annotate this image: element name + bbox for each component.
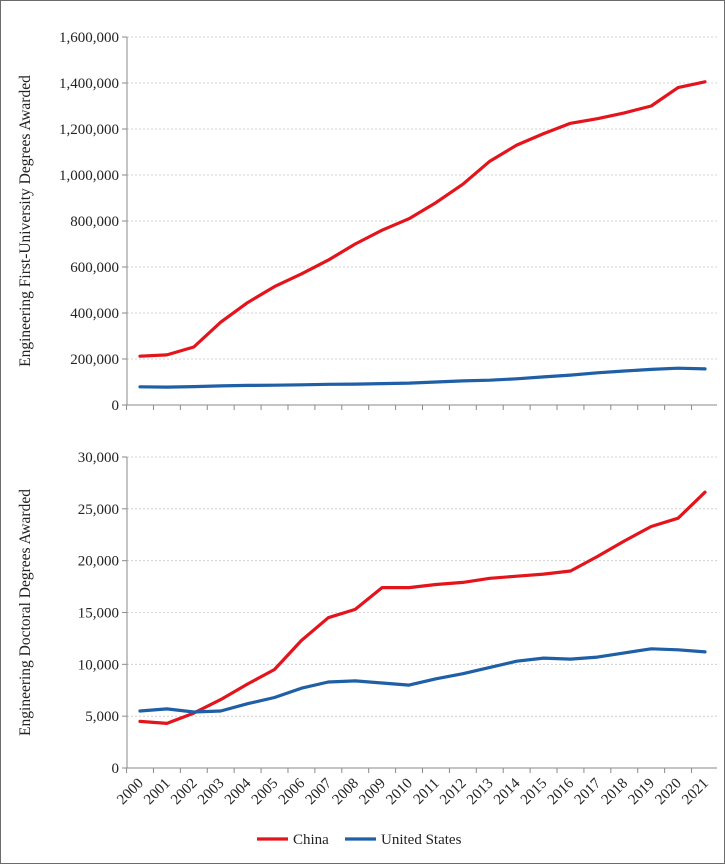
x-tick-label-2016: 2016 <box>545 775 578 808</box>
series-line-2-united-states <box>138 647 707 714</box>
y-tick-label-1-6: 1,200,000 <box>59 122 119 138</box>
series-line-1-united-states <box>138 366 707 389</box>
y-tick-label-1-5: 1,000,000 <box>59 168 119 184</box>
legend-label-china: China <box>293 832 329 848</box>
x-tick-label-2008: 2008 <box>330 776 363 809</box>
x-tick-label-2004: 2004 <box>222 775 255 808</box>
y-tick-label-1-8: 1,600,000 <box>59 30 119 46</box>
y-tick-label-1-7: 1,400,000 <box>59 76 119 92</box>
x-tick-label-2012: 2012 <box>437 776 470 809</box>
y-tick-label-2-0: 0 <box>112 761 120 777</box>
y-tick-label-1-4: 800,000 <box>70 214 119 230</box>
x-tick-label-2005: 2005 <box>249 776 282 809</box>
x-tick-label-2017: 2017 <box>572 775 605 808</box>
x-tick-label-2021: 2021 <box>679 776 712 809</box>
series-line-1-china <box>138 80 707 358</box>
x-tick-label-2010: 2010 <box>383 776 416 809</box>
x-tick-label-2001: 2001 <box>141 776 174 809</box>
y-tick-label-2-5: 25,000 <box>78 502 119 518</box>
y-tick-label-1-1: 200,000 <box>70 352 119 368</box>
x-tick-label-2018: 2018 <box>599 776 632 809</box>
y-tick-label-2-2: 10,000 <box>78 657 119 673</box>
x-tick-label-2003: 2003 <box>195 776 228 809</box>
y-tick-label-1-0: 0 <box>112 398 120 414</box>
x-tick-label-2000: 2000 <box>114 776 147 809</box>
y-tick-label-2-6: 30,000 <box>78 450 119 466</box>
x-tick-label-2019: 2019 <box>625 776 658 809</box>
legend-label-united-states: United States <box>381 832 462 848</box>
y-axis-title-2: Engineering Doctoral Degrees Awarded <box>17 489 34 736</box>
x-tick-label-2020: 2020 <box>652 776 685 809</box>
x-tick-label-2015: 2015 <box>518 776 551 809</box>
y-tick-label-2-3: 15,000 <box>78 606 119 622</box>
x-tick-label-2002: 2002 <box>168 776 201 809</box>
y-tick-label-1-2: 400,000 <box>70 306 119 322</box>
y-tick-label-2-4: 20,000 <box>78 554 119 570</box>
series-line-2-china <box>138 490 707 726</box>
y-axis-title-1: Engineering First-University Degrees Awa… <box>17 75 34 367</box>
y-tick-label-2-1: 5,000 <box>85 709 119 725</box>
y-tick-label-1-3: 600,000 <box>70 260 119 276</box>
x-tick-label-2006: 2006 <box>276 775 309 808</box>
x-tick-label-2009: 2009 <box>356 776 389 809</box>
x-tick-label-2007: 2007 <box>303 775 336 808</box>
x-tick-label-2014: 2014 <box>491 775 524 808</box>
x-tick-label-2013: 2013 <box>464 776 497 809</box>
x-tick-label-2011: 2011 <box>411 776 443 808</box>
